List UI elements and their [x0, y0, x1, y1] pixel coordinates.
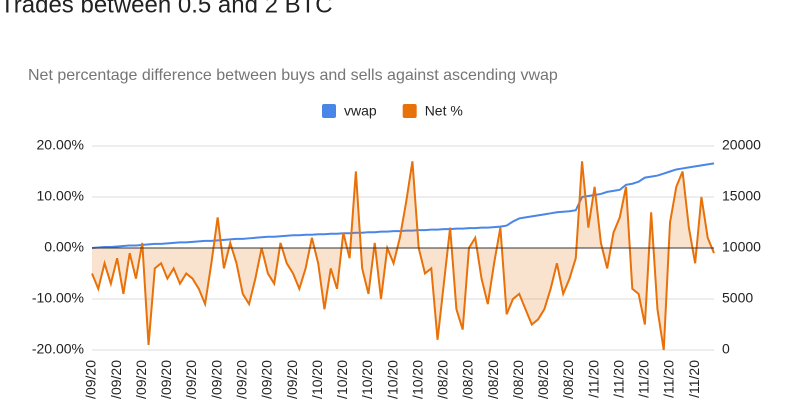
y-tick-label: 20.00% [37, 137, 84, 153]
y-tick-label: -10.00% [32, 290, 84, 306]
chart-title: Trades between 0.5 and 2 BTC [0, 0, 333, 18]
y2-tick-label: 10000 [722, 239, 761, 255]
y-tick-label: -20.00% [32, 341, 84, 357]
x-tick-label: /08/20 [460, 360, 476, 399]
x-tick-label: /10/20 [384, 360, 400, 399]
y2-tick-label: 15000 [722, 188, 761, 204]
x-tick-label: /11/20 [636, 360, 652, 398]
y-tick-label: 0.00% [44, 239, 84, 255]
x-tick-label: /09/20 [108, 360, 124, 399]
x-tick-label: /08/20 [510, 360, 526, 399]
x-tick-label: /09/20 [259, 360, 275, 399]
x-tick-label: /08/20 [435, 360, 451, 399]
x-tick-label: /09/20 [233, 360, 249, 399]
legend-swatch [322, 104, 336, 118]
x-tick-label: /11/20 [585, 360, 601, 398]
x-tick-label: /10/20 [334, 360, 350, 399]
x-tick-label: /11/20 [610, 360, 626, 398]
y2-tick-label: 20000 [722, 137, 761, 153]
x-tick-label: /09/20 [208, 360, 224, 399]
x-tick-label: /08/20 [485, 360, 501, 399]
vwap-line [91, 162, 715, 249]
x-tick-label: /10/20 [309, 360, 325, 399]
x-tick-label: /11/20 [661, 360, 677, 398]
x-tick-label: /09/20 [284, 360, 300, 399]
x-tick-label: /08/20 [535, 360, 551, 399]
legend-label: Net % [425, 103, 463, 119]
legend-label: vwap [344, 103, 377, 119]
x-tick-label: /09/20 [83, 360, 99, 399]
x-tick-label: /09/20 [183, 360, 199, 399]
x-tick-label: /11/20 [686, 360, 702, 398]
x-tick-label: /10/20 [409, 360, 425, 399]
x-tick-label: /09/20 [158, 360, 174, 399]
x-tick-label: /08/20 [560, 360, 576, 399]
x-tick-label: /10/20 [359, 360, 375, 399]
chart-subtitle: Net percentage difference between buys a… [28, 67, 558, 84]
net-line [91, 161, 715, 351]
y2-tick-label: 0 [722, 341, 730, 357]
y2-tick-label: 5000 [722, 290, 753, 306]
x-tick-label: /09/20 [133, 360, 149, 399]
legend-swatch [402, 104, 417, 118]
y-tick-label: 10.00% [37, 188, 84, 204]
